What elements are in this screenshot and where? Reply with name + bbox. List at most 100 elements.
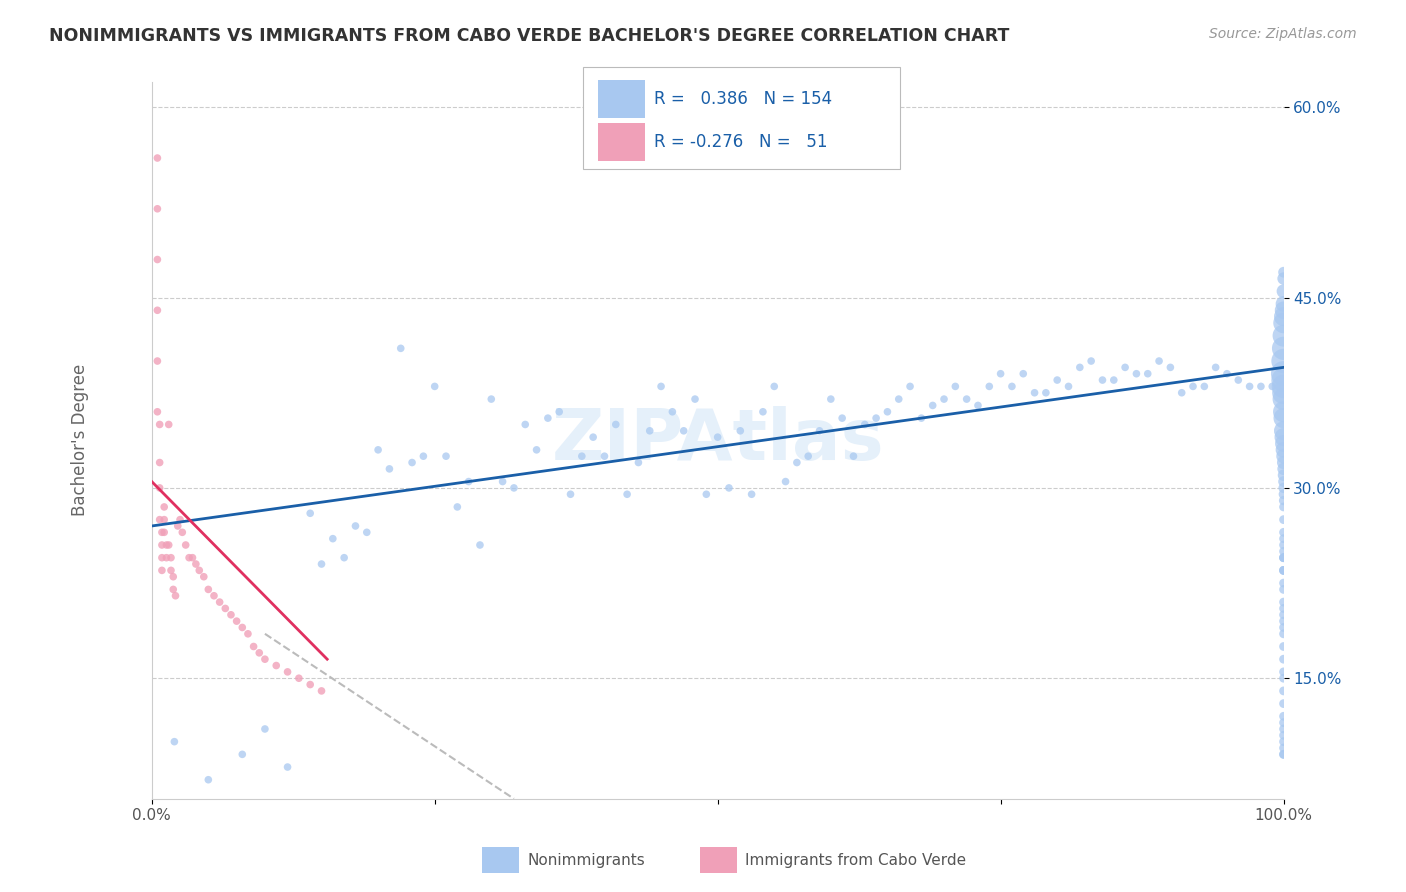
Point (389, 342, 412, 356)
Point (153, 525, 176, 540)
Point (1194, 379, 1216, 393)
Point (1205, 360, 1227, 375)
Point (921, 399, 943, 413)
Point (571, 449, 593, 463)
Point (661, 405, 683, 419)
Point (593, 449, 616, 463)
Point (146, 151, 169, 165)
Point (277, 665, 299, 679)
Point (157, 538, 180, 552)
Point (150, 525, 173, 540)
Point (695, 487, 717, 501)
Point (1272, 652, 1295, 666)
Point (202, 589, 225, 603)
Point (831, 411, 853, 425)
Text: Source: ZipAtlas.com: Source: ZipAtlas.com (1209, 27, 1357, 41)
Point (150, 550, 173, 565)
Point (1272, 303, 1295, 318)
Point (236, 627, 259, 641)
Point (247, 646, 270, 660)
Point (1272, 620, 1295, 634)
Point (401, 456, 423, 470)
Text: Immigrants from Cabo Verde: Immigrants from Cabo Verde (745, 854, 966, 868)
Point (446, 500, 468, 514)
Point (1272, 430, 1295, 444)
Point (146, 405, 169, 419)
Point (990, 367, 1012, 381)
Point (479, 392, 502, 406)
Point (1272, 582, 1295, 597)
Point (160, 563, 183, 577)
Point (1272, 607, 1295, 622)
Point (526, 442, 548, 457)
Point (157, 417, 180, 432)
Point (155, 550, 177, 565)
Point (967, 399, 990, 413)
Point (1272, 532, 1295, 546)
Point (1272, 538, 1295, 552)
Point (169, 513, 191, 527)
Point (876, 405, 898, 419)
Point (730, 424, 752, 438)
Point (150, 563, 173, 577)
Point (1272, 728, 1295, 742)
Point (1272, 424, 1295, 438)
Point (1272, 475, 1295, 489)
Point (943, 379, 966, 393)
Point (356, 525, 378, 540)
Point (1272, 500, 1295, 514)
Point (1182, 379, 1205, 393)
Point (1069, 360, 1091, 375)
Point (1272, 271, 1295, 285)
Point (979, 379, 1001, 393)
Point (515, 417, 537, 432)
Point (146, 303, 169, 318)
Point (288, 671, 311, 685)
Point (162, 582, 184, 597)
Point (149, 481, 172, 495)
Point (1272, 697, 1295, 711)
Point (1272, 513, 1295, 527)
Point (605, 417, 627, 432)
Point (149, 513, 172, 527)
Point (160, 550, 183, 565)
Point (820, 392, 842, 406)
Point (214, 601, 236, 615)
Point (956, 392, 979, 406)
Point (197, 772, 219, 787)
Point (1250, 379, 1272, 393)
Point (1272, 576, 1295, 591)
Point (1272, 747, 1295, 762)
Point (1272, 550, 1295, 565)
Point (1272, 671, 1295, 685)
Text: ZIPAtlas: ZIPAtlas (551, 406, 884, 475)
Point (842, 449, 865, 463)
Point (344, 519, 367, 533)
Point (1272, 550, 1295, 565)
Point (1272, 563, 1295, 577)
Point (162, 570, 184, 584)
Point (1272, 442, 1295, 457)
Point (1272, 525, 1295, 540)
Point (264, 658, 287, 673)
Point (1001, 379, 1024, 393)
Point (910, 411, 932, 425)
Point (219, 607, 242, 622)
Point (1272, 493, 1295, 508)
Point (786, 456, 808, 470)
Point (153, 513, 176, 527)
Point (197, 582, 219, 597)
Point (146, 202, 169, 216)
Point (149, 417, 172, 432)
Point (560, 487, 582, 501)
Point (1272, 487, 1295, 501)
Point (537, 411, 560, 425)
Point (468, 538, 491, 552)
Point (887, 392, 910, 406)
Point (582, 430, 605, 444)
Point (181, 550, 204, 565)
Point (717, 481, 740, 495)
Text: R = -0.276   N =   51: R = -0.276 N = 51 (654, 133, 827, 151)
Point (146, 354, 169, 368)
Point (1227, 373, 1250, 387)
